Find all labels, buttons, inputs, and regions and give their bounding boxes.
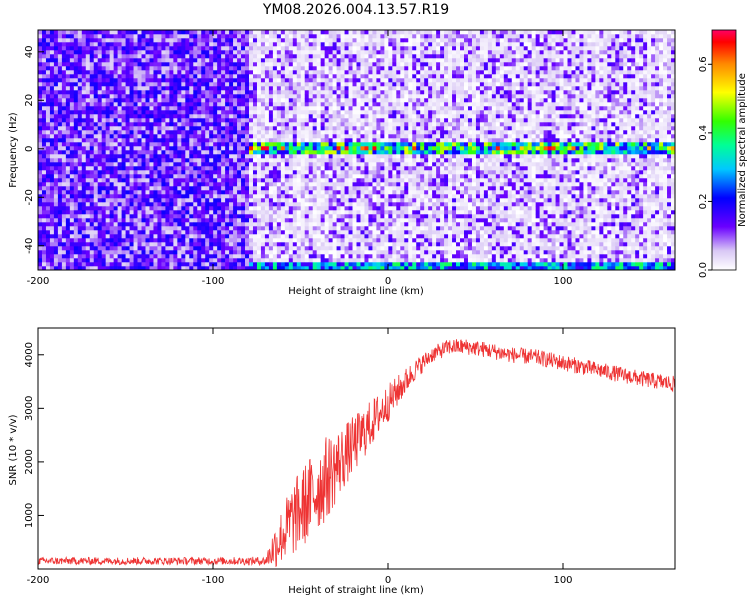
snr-xtick-label: -100	[202, 575, 225, 586]
snr-ylabel: SNR (10 * v/v)	[8, 414, 19, 485]
colorbar-label: Normalized spectral amplitude	[737, 73, 748, 227]
heatmap-ytick-label: 0	[24, 146, 35, 152]
heatmap-ytick-label: -40	[24, 238, 35, 254]
snr-series-line	[37, 339, 676, 568]
heatmap-xtick-label: 100	[553, 276, 572, 287]
colorbar-tick-label: 0.0	[698, 262, 709, 278]
heatmap-xtick-label: -200	[27, 276, 50, 287]
colorbar: 0.0 0.2 0.4 0.6 Normalized spectral amplitu…	[698, 29, 748, 278]
heatmap-cells	[38, 30, 676, 271]
colorbar-ticks: 0.0 0.2 0.4 0.6	[698, 56, 712, 278]
heatmap-ytick-label: 20	[24, 94, 35, 107]
snr-ytick-label: 4000	[24, 342, 35, 367]
heatmap-ylabel: Frequency (Hz)	[8, 112, 19, 188]
heatmap-ytick-label: 40	[24, 45, 35, 58]
colorbar-tick-label: 0.6	[698, 56, 709, 72]
snr-frame	[37, 327, 676, 570]
snr-line	[37, 339, 676, 568]
colorbar-tick-label: 0.4	[698, 125, 709, 141]
snr-xtick-label: -200	[27, 575, 50, 586]
heatmap-xtick-label: 0	[385, 276, 391, 287]
snr-xtick-label: 0	[385, 575, 391, 586]
heatmap-xtick-label: -100	[202, 276, 225, 287]
heatmap-ytick-label: -20	[24, 189, 35, 205]
snr-xlabel: Height of straight line (km)	[288, 585, 424, 596]
heatmap-frame	[37, 29, 676, 271]
snr-axes: -200 -100 0 100 1000 2000 3000 4000	[24, 328, 573, 586]
colorbar-tick-label: 0.2	[698, 193, 709, 209]
heatmap-xlabel: Height of straight line (km)	[288, 286, 424, 297]
snr-xtick-label: 100	[553, 575, 572, 586]
snr-ytick-label: 2000	[24, 449, 35, 474]
colorbar-gradient	[711, 29, 737, 271]
figure-title: YM08.2026.004.13.57.R19	[262, 2, 449, 18]
snr-ytick-label: 1000	[24, 503, 35, 528]
snr-panel: -200 -100 0 100 1000 2000 3000 4000 Height of s…	[8, 327, 676, 596]
snr-ytick-label: 3000	[24, 396, 35, 421]
